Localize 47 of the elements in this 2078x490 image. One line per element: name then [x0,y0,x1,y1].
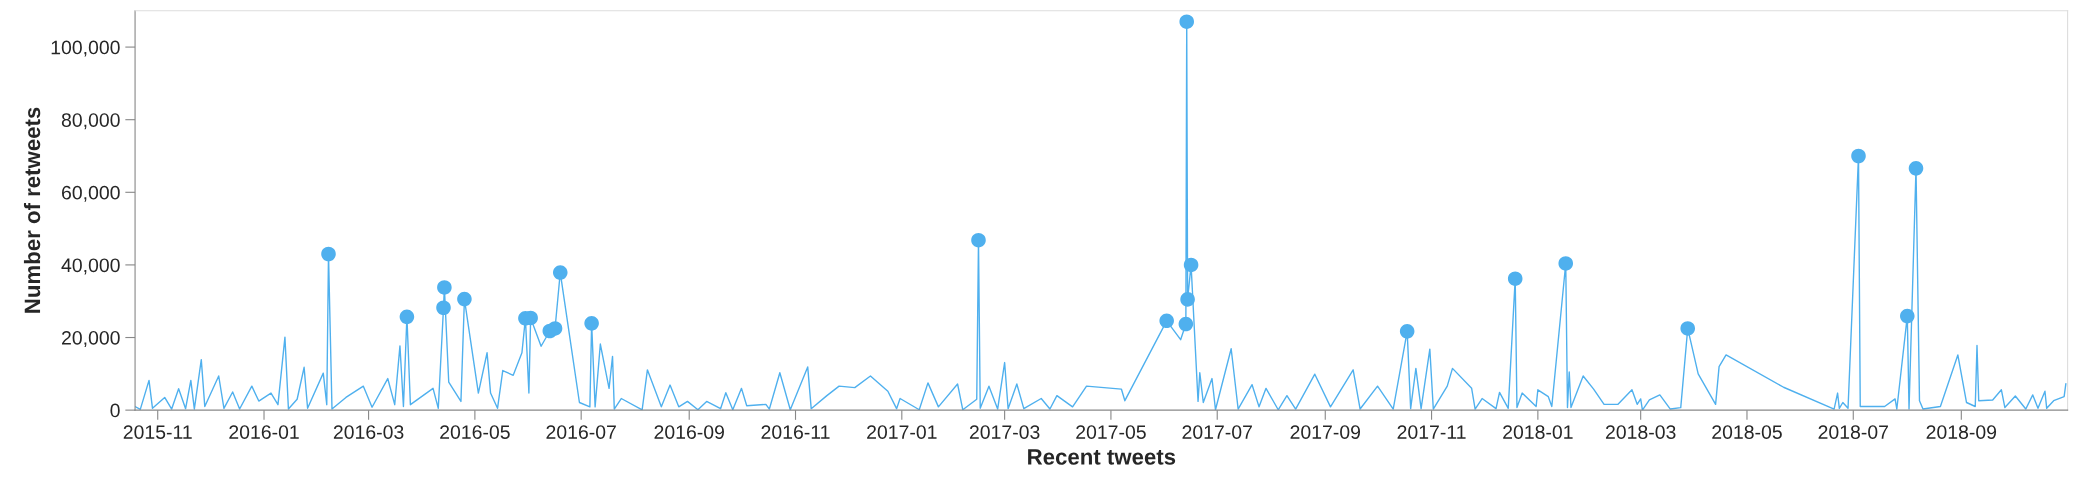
point [552,265,568,280]
point [399,309,415,325]
point [1851,148,1866,164]
x-tick-label: 2016-11 [761,425,830,439]
point [1558,256,1574,271]
x-tick-label: 2017-01 [867,425,937,439]
x-tick-label: 2016-09 [654,425,724,439]
y-tick-label: 60,000 [62,185,120,202]
x-axis-title: Recent tweets [1028,449,1176,465]
y-tick-label: 40,000 [61,258,120,275]
x-tick-label: 2017-03 [969,425,1040,439]
x-tick-label: 2016-07 [546,425,616,439]
y-tick-label: 80,000 [61,113,120,130]
x-tick-label: 2017-07 [1182,425,1252,439]
x-tick-label: 2018-07 [1818,425,1888,439]
x-tick-label: 2018-01 [1503,425,1573,439]
point [1507,271,1523,286]
x-tick-label: 2018-05 [1712,425,1782,439]
point [1399,324,1415,339]
x-tick-label: 2017-11 [1397,425,1466,439]
y-tick-label: 0 [110,403,120,418]
x-tick-label: 2018-09 [1926,425,1997,439]
y-tick-label: 100,000 [51,40,120,57]
point [1183,257,1199,273]
point [1908,161,1924,176]
point [321,246,336,262]
point [1900,308,1915,324]
x-tick-label: 2017-05 [1076,425,1146,439]
x-tick-label: 2015-11 [123,425,192,439]
point [584,316,599,331]
point [1180,292,1195,307]
point [1179,14,1195,29]
x-tick-label: 2017-09 [1290,425,1361,439]
point [1680,321,1696,336]
point [547,321,563,336]
point [1178,316,1194,332]
y-axis-title: Number of retweets [23,107,41,313]
point [436,300,451,316]
point [457,291,472,307]
x-tick-label: 2016-01 [229,425,299,439]
point [1159,313,1174,329]
y-tick-label: 20,000 [62,330,120,348]
point [437,280,452,295]
x-tick-label: 2016-05 [440,425,510,439]
x-tick-label: 2016-03 [333,425,404,439]
x-tick-label: 2018-03 [1605,425,1676,439]
point [971,232,986,248]
